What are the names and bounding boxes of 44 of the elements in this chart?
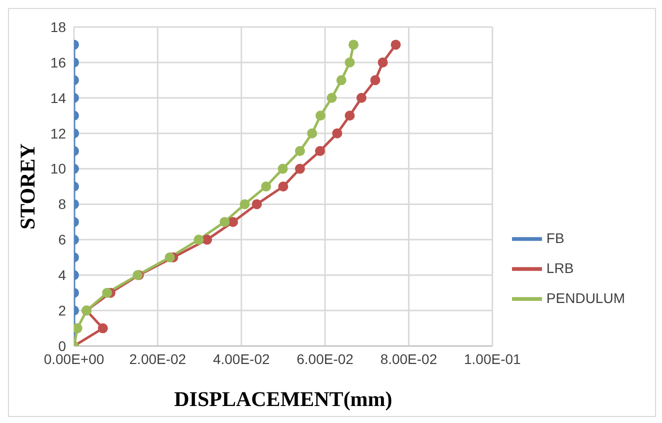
point bbox=[344, 110, 355, 121]
point bbox=[315, 146, 326, 156]
point bbox=[378, 57, 388, 68]
point bbox=[370, 75, 380, 86]
point bbox=[252, 199, 262, 210]
point bbox=[194, 234, 204, 245]
x-tick-label: 1.00E-01 bbox=[464, 350, 522, 367]
point bbox=[202, 234, 212, 245]
point bbox=[356, 92, 366, 103]
point bbox=[390, 40, 401, 50]
point bbox=[332, 128, 342, 138]
y-tick-label: 8 bbox=[58, 196, 66, 212]
legend-label: PENDULUM bbox=[546, 290, 625, 306]
point bbox=[278, 182, 288, 192]
x-tick-label: 8.00E-02 bbox=[380, 350, 438, 367]
point bbox=[228, 216, 238, 227]
point bbox=[164, 252, 175, 262]
y-tick-label: 6 bbox=[58, 232, 66, 248]
y-tick-label: 18 bbox=[50, 18, 66, 35]
point bbox=[294, 146, 305, 156]
y-tick-label: 16 bbox=[50, 54, 66, 70]
point bbox=[307, 128, 318, 138]
point bbox=[336, 75, 346, 86]
y-tick-label: 14 bbox=[50, 90, 66, 106]
point bbox=[278, 164, 288, 174]
point bbox=[344, 57, 355, 68]
legend-label: LRB bbox=[546, 260, 574, 276]
y-tick-label: 10 bbox=[50, 160, 66, 177]
y-axis-title: STOREY bbox=[15, 144, 40, 230]
point bbox=[220, 216, 230, 227]
x-axis-title: DISPLACEMENT(mm) bbox=[174, 387, 392, 411]
x-tick-label: 4.00E-02 bbox=[212, 350, 270, 367]
point bbox=[294, 164, 305, 174]
x-tick-label: 2.00E-02 bbox=[129, 350, 186, 367]
x-tick-label: 6.00E-02 bbox=[296, 350, 354, 367]
point bbox=[261, 182, 272, 192]
point bbox=[315, 110, 326, 121]
legend-label: FB bbox=[546, 230, 564, 246]
y-tick-label: 4 bbox=[58, 267, 66, 284]
point bbox=[326, 92, 337, 103]
point bbox=[240, 199, 250, 210]
y-tick-label: 2 bbox=[58, 302, 66, 319]
point bbox=[348, 40, 359, 50]
y-tick-label: 12 bbox=[50, 125, 66, 142]
